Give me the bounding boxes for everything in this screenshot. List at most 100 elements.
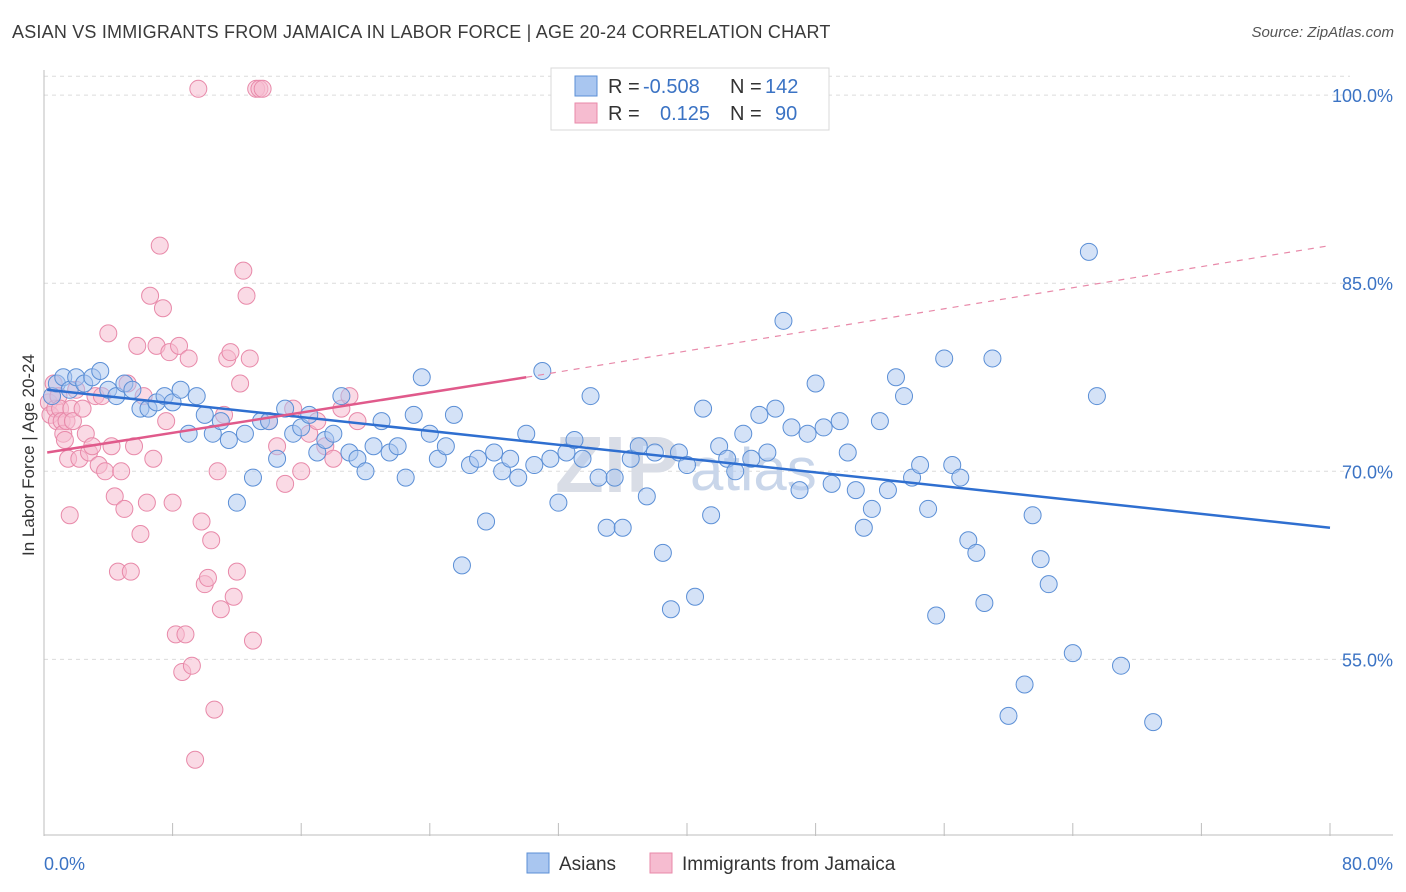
point-asian [758, 443, 777, 462]
point-asian [862, 499, 881, 518]
point-jamaica [211, 600, 230, 619]
point-asian [686, 587, 705, 606]
point-asian [300, 405, 319, 424]
jamaica-points [39, 79, 367, 769]
point-asian [975, 593, 994, 612]
point-asian [967, 543, 986, 562]
point-asian [822, 474, 841, 493]
legend-r-label-asians: R = [608, 76, 640, 98]
point-asian [436, 437, 455, 456]
point-asian [452, 556, 471, 575]
point-asian [332, 387, 351, 406]
point-asian [171, 380, 190, 399]
point-asian [412, 368, 431, 387]
point-jamaica [221, 343, 240, 362]
point-jamaica [99, 324, 118, 343]
point-asian [678, 456, 696, 475]
point-asian [356, 462, 375, 481]
legend-swatch-jamaica [574, 102, 598, 124]
point-asian [219, 430, 238, 449]
trend-line-asians [47, 388, 1331, 529]
legend-swatch-asians [574, 75, 598, 97]
point-jamaica [73, 399, 92, 418]
point-jamaica [276, 474, 295, 493]
point-asian [243, 468, 262, 487]
point-jamaica [205, 700, 224, 719]
point-asian [1023, 506, 1042, 525]
point-asian [581, 387, 600, 406]
point-asian [444, 405, 463, 424]
point-asian [469, 449, 488, 468]
point-jamaica [176, 625, 195, 644]
legend-n-label-jamaica: N = [730, 103, 762, 125]
point-asian [935, 349, 954, 368]
point-asian [983, 349, 1002, 368]
point-asian [597, 518, 616, 537]
axes [43, 70, 1393, 836]
point-asian [1063, 644, 1082, 663]
point-asian [485, 443, 504, 462]
x-tick-label-min: 0.0% [44, 854, 85, 874]
point-asian [951, 468, 970, 487]
y-axis-label: In Labor Force | Age 20-24 [19, 354, 38, 556]
point-jamaica [55, 430, 74, 449]
point-asian [501, 449, 520, 468]
x-tick-label-max: 80.0% [1342, 854, 1393, 874]
y-tick-label: 100.0% [1332, 86, 1393, 106]
point-asian [404, 405, 423, 424]
point-jamaica [202, 531, 221, 550]
point-asian [895, 387, 914, 406]
point-asian [227, 493, 246, 512]
point-asian [573, 449, 592, 468]
point-asian [702, 506, 721, 525]
point-jamaica [170, 336, 189, 355]
point-jamaica [60, 506, 79, 525]
point-asian [179, 424, 198, 443]
correlation-legend: R = -0.508 N = 142 R = 0.125 N = 90 [550, 67, 830, 131]
point-asian [870, 412, 889, 431]
point-asian [637, 487, 656, 506]
point-asian [814, 418, 833, 437]
point-asian [324, 424, 343, 443]
point-asian [268, 449, 287, 468]
legend-r-value-asians: -0.508 [643, 76, 700, 98]
point-asian [276, 399, 295, 418]
point-asian [1031, 550, 1050, 569]
point-asian [91, 361, 110, 380]
point-jamaica [198, 568, 217, 587]
y-tick-labels: 55.0% 70.0% 85.0% 100.0% [1332, 86, 1393, 670]
point-jamaica [240, 349, 259, 368]
point-jamaica [179, 349, 198, 368]
x-tick-labels: 0.0% 80.0% [44, 854, 1393, 874]
trend-line-jamaica-extension [526, 244, 1331, 378]
point-asian [1015, 675, 1034, 694]
trend-line-jamaica [47, 376, 527, 454]
point-jamaica [112, 462, 131, 481]
point-jamaica [243, 631, 262, 650]
point-asian [790, 481, 809, 500]
point-asian [734, 424, 753, 443]
y-tick-label: 70.0% [1342, 462, 1393, 482]
point-jamaica [253, 79, 272, 98]
point-jamaica [141, 286, 160, 305]
point-asian [766, 399, 785, 418]
point-asian [645, 443, 664, 462]
point-jamaica [189, 79, 208, 98]
point-jamaica [163, 493, 182, 512]
point-jamaica [144, 449, 163, 468]
point-asian [235, 424, 254, 443]
point-asian [806, 374, 825, 393]
point-asian [195, 405, 214, 424]
series-legend: Asians Immigrants from Jamaica [526, 852, 896, 875]
point-asian [830, 412, 849, 431]
point-asian [420, 424, 439, 443]
point-asian [541, 449, 560, 468]
point-asian [661, 600, 680, 619]
point-jamaica [63, 412, 82, 431]
point-asian [549, 493, 568, 512]
y-tick-label: 55.0% [1342, 650, 1393, 670]
point-asian [694, 399, 713, 418]
bottom-swatch-jamaica [649, 852, 673, 874]
legend-n-value-jamaica: 90 [775, 103, 797, 125]
